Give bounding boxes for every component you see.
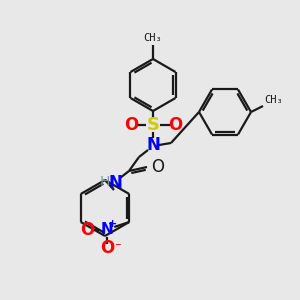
Text: CH₃: CH₃ — [264, 95, 283, 105]
Text: O: O — [100, 239, 114, 257]
Text: O: O — [124, 116, 138, 134]
Text: O: O — [168, 116, 182, 134]
Text: CH₃: CH₃ — [144, 33, 162, 43]
Text: N: N — [146, 136, 160, 154]
Text: O: O — [151, 158, 164, 176]
Text: +: + — [108, 219, 117, 229]
Text: N: N — [108, 174, 122, 192]
Text: H: H — [100, 175, 110, 189]
Text: N: N — [101, 223, 114, 238]
Text: O: O — [80, 221, 94, 239]
Text: ⁻: ⁻ — [114, 242, 121, 254]
Text: S: S — [146, 116, 160, 134]
